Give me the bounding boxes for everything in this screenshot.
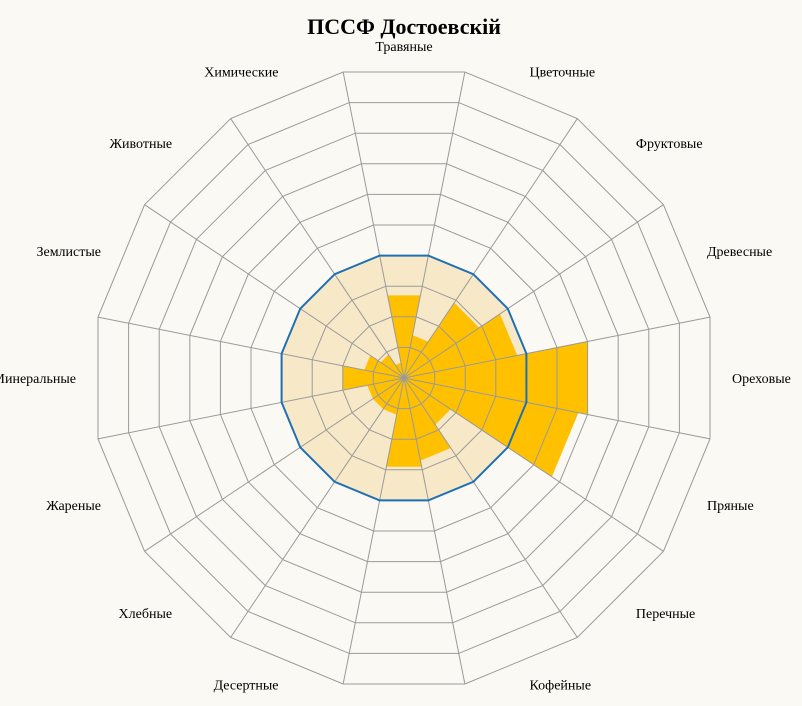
category-label-9: Шоколадные: [365, 704, 442, 706]
grid-spoke-2: [403, 71, 466, 379]
category-label-6: Пряные: [707, 499, 754, 514]
category-label-14: Землистые: [36, 245, 101, 260]
value-sector-1: [387, 295, 421, 378]
category-label-4: Древесные: [707, 245, 772, 260]
background-sector-16: [334, 255, 404, 378]
value-sector-6: [404, 378, 579, 477]
grid-spoke-8: [403, 377, 578, 638]
grid-spoke-14: [97, 316, 405, 379]
grid-spoke-11: [230, 377, 405, 638]
background-sector-15: [300, 274, 404, 378]
grid-spoke-9: [403, 377, 466, 685]
value-sector-9: [386, 378, 422, 467]
category-label-2: Цветочные: [530, 65, 596, 80]
category-label-15: Животные: [109, 137, 172, 152]
value-sector-15: [380, 354, 404, 378]
grid-spoke-13: [97, 377, 405, 440]
reference-line: [280, 254, 528, 502]
value-sector-10: [383, 378, 404, 415]
grid-spoke-1: [342, 71, 405, 379]
grid-spoke-7: [403, 377, 664, 552]
value-sector-8: [404, 378, 451, 461]
category-label-1: Травяные: [375, 40, 432, 55]
category-label-12: Жареные: [46, 499, 101, 514]
grid-spoke-5: [403, 316, 711, 379]
category-label-16: Химические: [204, 65, 278, 80]
grid-spoke-12: [144, 377, 405, 552]
grid-spoke-3: [403, 118, 578, 379]
grid-spoke-4: [403, 204, 664, 379]
value-sector-2: [404, 335, 429, 378]
category-label-13: Минеральные: [0, 372, 76, 387]
value-sector-3: [404, 302, 480, 378]
category-label-10: Десертные: [214, 679, 279, 694]
category-label-11: Хлебные: [119, 607, 173, 622]
category-label-8: Кофейные: [530, 679, 592, 694]
value-sector-11: [372, 378, 404, 410]
grid-spoke-15: [144, 204, 405, 379]
value-sector-7: [404, 378, 451, 425]
category-label-3: Фруктовые: [636, 137, 703, 152]
radar-grid: [97, 71, 711, 685]
grid-spoke-16: [230, 118, 405, 379]
reference-ring: [280, 254, 528, 502]
category-label-5: Ореховые: [732, 372, 791, 387]
grid-spoke-10: [342, 377, 405, 685]
value-sector-4: [404, 313, 518, 378]
category-label-7: Перечные: [636, 607, 695, 622]
value-sector-12: [367, 378, 404, 399]
axis-labels: Травяные Цветочные Фруктовые Древесные Орехо…: [0, 40, 791, 706]
chart-title: ПССФ Достоевскій: [307, 14, 501, 39]
value-sector-14: [364, 355, 404, 378]
grid-spoke-6: [403, 377, 711, 440]
